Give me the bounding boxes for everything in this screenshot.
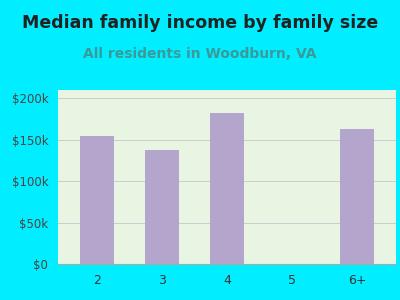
- Bar: [80, 136, 114, 264]
- Bar: [145, 150, 179, 264]
- Bar: [210, 113, 244, 264]
- Text: Median family income by family size: Median family income by family size: [22, 14, 378, 32]
- Text: All residents in Woodburn, VA: All residents in Woodburn, VA: [83, 46, 317, 61]
- Bar: [340, 129, 374, 264]
